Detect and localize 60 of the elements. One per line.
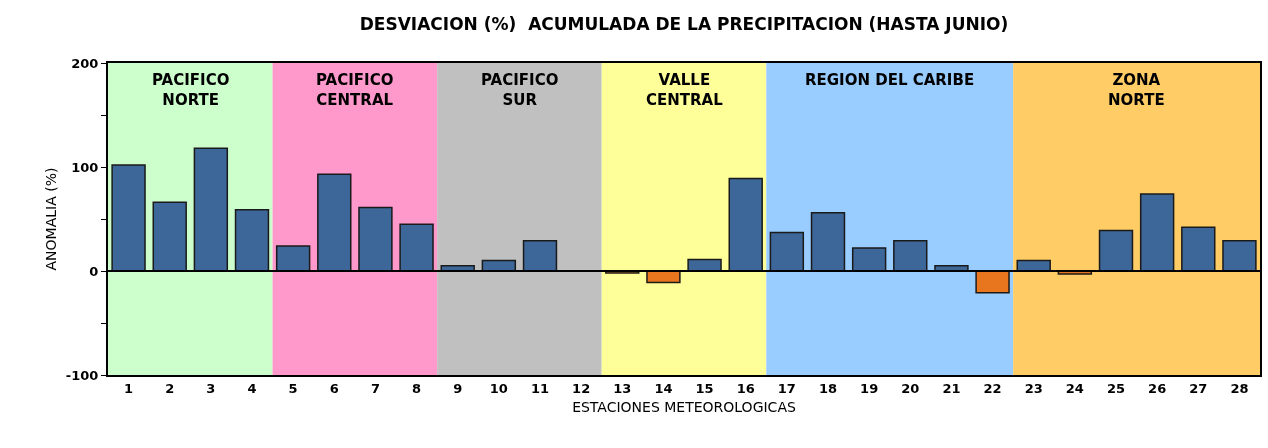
x-tick-label: 21	[942, 380, 961, 396]
x-axis-title: ESTACIONES METEOROLOGICAS	[572, 399, 796, 416]
band-label: PACIFICO CENTRAL	[316, 71, 394, 109]
band-label: PACIFICO NORTE	[152, 71, 230, 109]
bar	[1139, 193, 1175, 272]
y-tick-label: 200	[71, 55, 99, 71]
x-tick-label: 19	[860, 380, 879, 396]
bar	[810, 212, 846, 272]
bar	[1098, 229, 1134, 272]
bar	[317, 173, 352, 272]
bar	[234, 208, 270, 272]
x-tick-label: 2	[165, 380, 175, 396]
bar	[1222, 240, 1257, 272]
band-label: PACIFICO SUR	[481, 71, 559, 109]
band-label: ZONA NORTE	[1108, 71, 1165, 109]
bar	[152, 201, 187, 272]
x-tick-label: 5	[288, 380, 298, 396]
x-tick-label: 12	[572, 380, 591, 396]
x-tick-label: 23	[1024, 380, 1043, 396]
x-tick-label: 24	[1065, 380, 1084, 396]
x-tick-label: 13	[613, 380, 632, 396]
bar	[275, 245, 311, 272]
bar	[728, 177, 763, 272]
y-tick-label: -100	[65, 367, 99, 383]
chart-title: DESVIACION (%) ACUMULADA DE LA PRECIPITACION (HASTA JUNIO)	[359, 13, 1009, 34]
bar	[111, 164, 146, 272]
bar	[522, 240, 558, 272]
bar	[893, 240, 928, 272]
bar	[193, 147, 229, 272]
x-tick-label: 6	[329, 380, 339, 396]
x-tick-label: 16	[736, 380, 755, 396]
x-tick-label: 1	[124, 380, 134, 396]
band-label: VALLE CENTRAL	[646, 71, 724, 109]
bar	[851, 247, 887, 272]
y-tick-label: 0	[89, 263, 99, 279]
y-axis-title: ANOMALIA (%)	[42, 167, 59, 271]
x-tick-label: 20	[901, 380, 920, 396]
bar	[769, 231, 805, 272]
x-tick-label: 27	[1189, 380, 1208, 396]
x-tick-label: 18	[818, 380, 838, 396]
bar	[975, 270, 1010, 294]
x-tick-label: 9	[453, 380, 463, 396]
x-tick-label: 8	[412, 380, 422, 396]
x-tick-label: 11	[530, 380, 550, 396]
x-tick-label: 10	[489, 380, 508, 396]
x-tick-label: 4	[247, 380, 257, 396]
x-tick-label: 28	[1230, 380, 1249, 396]
bar	[399, 223, 434, 272]
bar	[1181, 226, 1216, 272]
x-tick-label: 17	[777, 380, 796, 396]
x-tick-label: 15	[695, 380, 714, 396]
x-tick-label: 14	[654, 380, 673, 396]
x-tick-label: 22	[983, 380, 1002, 396]
x-tick-label: 3	[206, 380, 216, 396]
y-tick-label: 100	[71, 159, 99, 175]
x-tick-label: 25	[1106, 380, 1126, 396]
bar	[358, 206, 393, 272]
band-label: REGION DEL CARIBE	[805, 71, 975, 89]
x-tick-label: 26	[1148, 380, 1167, 396]
x-tick-label: 7	[370, 380, 380, 396]
